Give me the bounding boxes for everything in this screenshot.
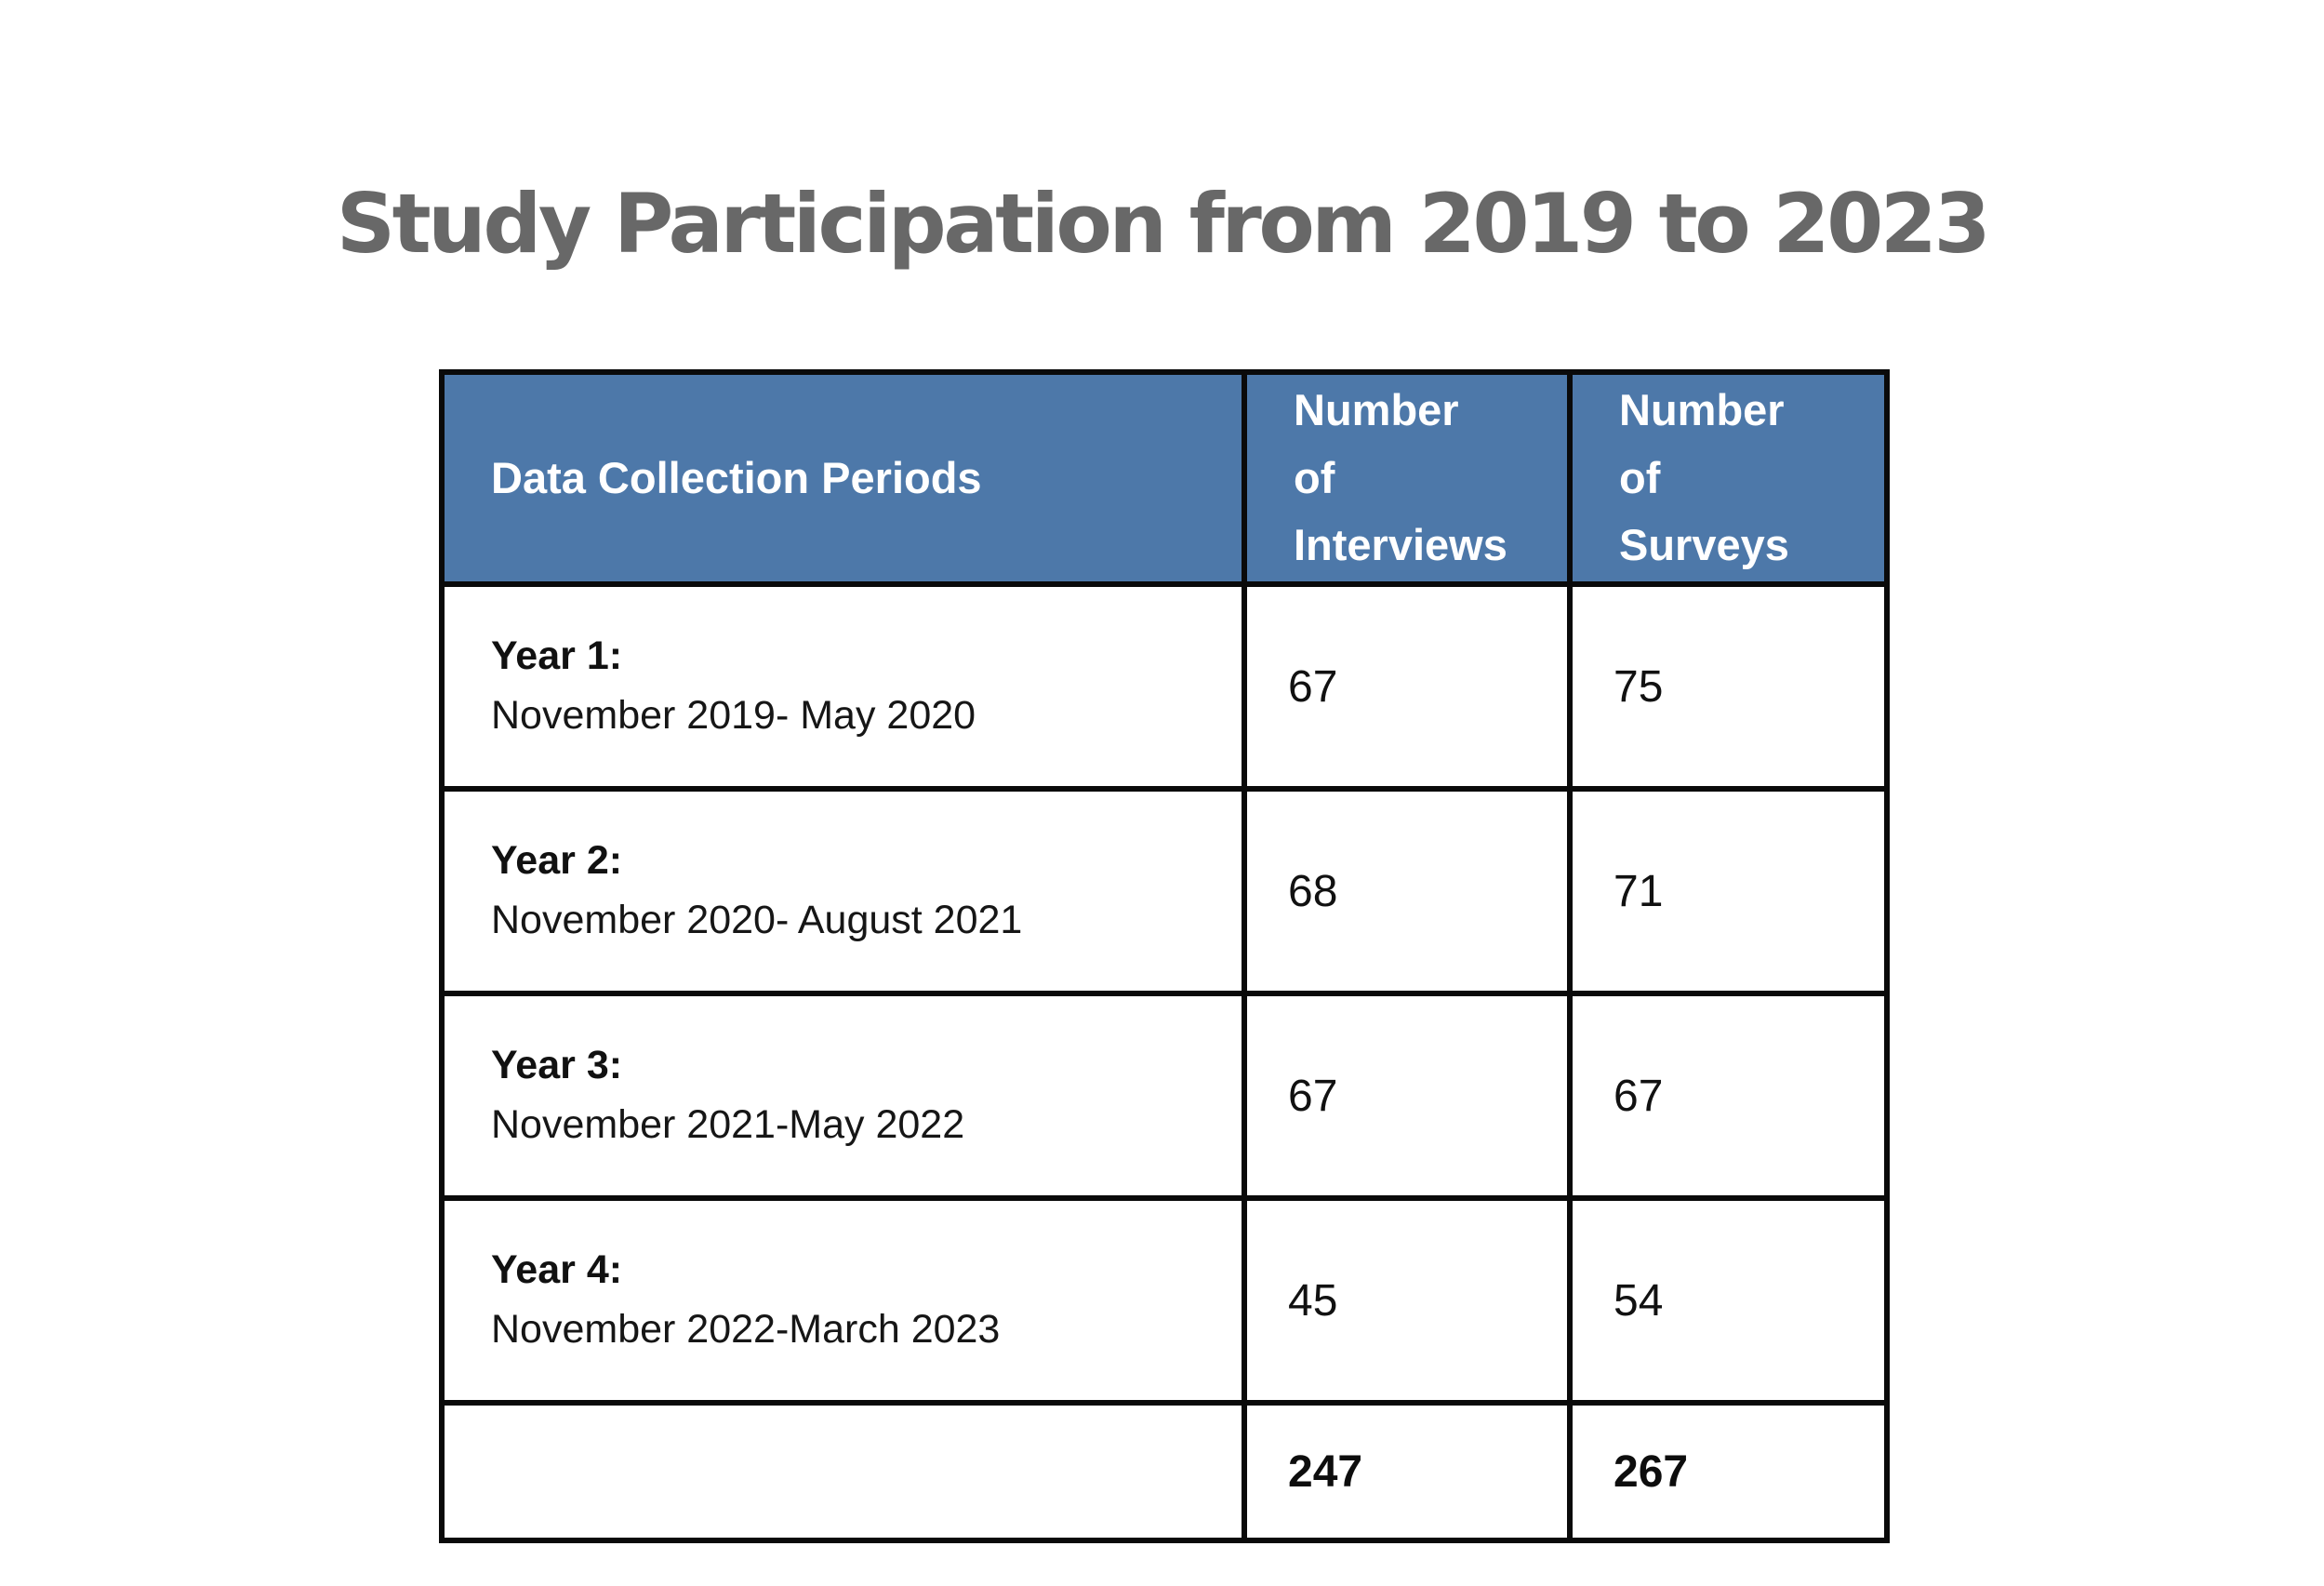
period-cell: Year 4: November 2022-March 2023 xyxy=(439,1195,1247,1406)
interviews-total-value: 247 xyxy=(1242,1400,1573,1543)
column-header-data-collection-periods: Data Collection Periods xyxy=(439,369,1247,587)
period-year-label: Year 1: xyxy=(491,633,623,679)
table-row-year-2: Year 2: November 2020- August 2021 68 71 xyxy=(439,786,1890,996)
surveys-value: 67 xyxy=(1567,991,1890,1201)
surveys-total-value: 267 xyxy=(1567,1400,1890,1543)
surveys-value: 75 xyxy=(1567,581,1890,792)
interviews-value: 68 xyxy=(1242,786,1573,996)
table-row-year-4: Year 4: November 2022-March 2023 45 54 xyxy=(439,1195,1890,1406)
surveys-value: 71 xyxy=(1567,786,1890,996)
interviews-value: 67 xyxy=(1242,991,1573,1201)
interviews-value: 45 xyxy=(1242,1195,1573,1406)
study-participation-table-container: Data Collection Periods Number of Interv… xyxy=(439,369,1890,1543)
period-date-range: November 2019- May 2020 xyxy=(491,693,976,738)
period-year-label: Year 2: xyxy=(491,838,623,884)
page-title: Study Participation from 2019 to 2023 xyxy=(336,175,1991,272)
period-date-range: November 2021-May 2022 xyxy=(491,1102,965,1147)
column-header-number-of-surveys: Number of Surveys xyxy=(1567,369,1890,587)
period-cell: Year 3: November 2021-May 2022 xyxy=(439,991,1247,1201)
study-participation-table: Data Collection Periods Number of Interv… xyxy=(439,369,1890,1543)
table-header-row: Data Collection Periods Number of Interv… xyxy=(439,369,1890,587)
column-header-number-of-interviews: Number of Interviews xyxy=(1242,369,1573,587)
surveys-value: 54 xyxy=(1567,1195,1890,1406)
interviews-value: 67 xyxy=(1242,581,1573,792)
totals-empty-cell xyxy=(439,1400,1247,1543)
period-year-label: Year 4: xyxy=(491,1247,623,1293)
period-year-label: Year 3: xyxy=(491,1043,623,1088)
period-cell: Year 1: November 2019- May 2020 xyxy=(439,581,1247,792)
period-cell: Year 2: November 2020- August 2021 xyxy=(439,786,1247,996)
table-row-totals: 247 267 xyxy=(439,1400,1890,1543)
period-date-range: November 2020- August 2021 xyxy=(491,898,1023,942)
period-date-range: November 2022-March 2023 xyxy=(491,1307,1001,1352)
table-row-year-1: Year 1: November 2019- May 2020 67 75 xyxy=(439,581,1890,792)
table-row-year-3: Year 3: November 2021-May 2022 67 67 xyxy=(439,991,1890,1201)
